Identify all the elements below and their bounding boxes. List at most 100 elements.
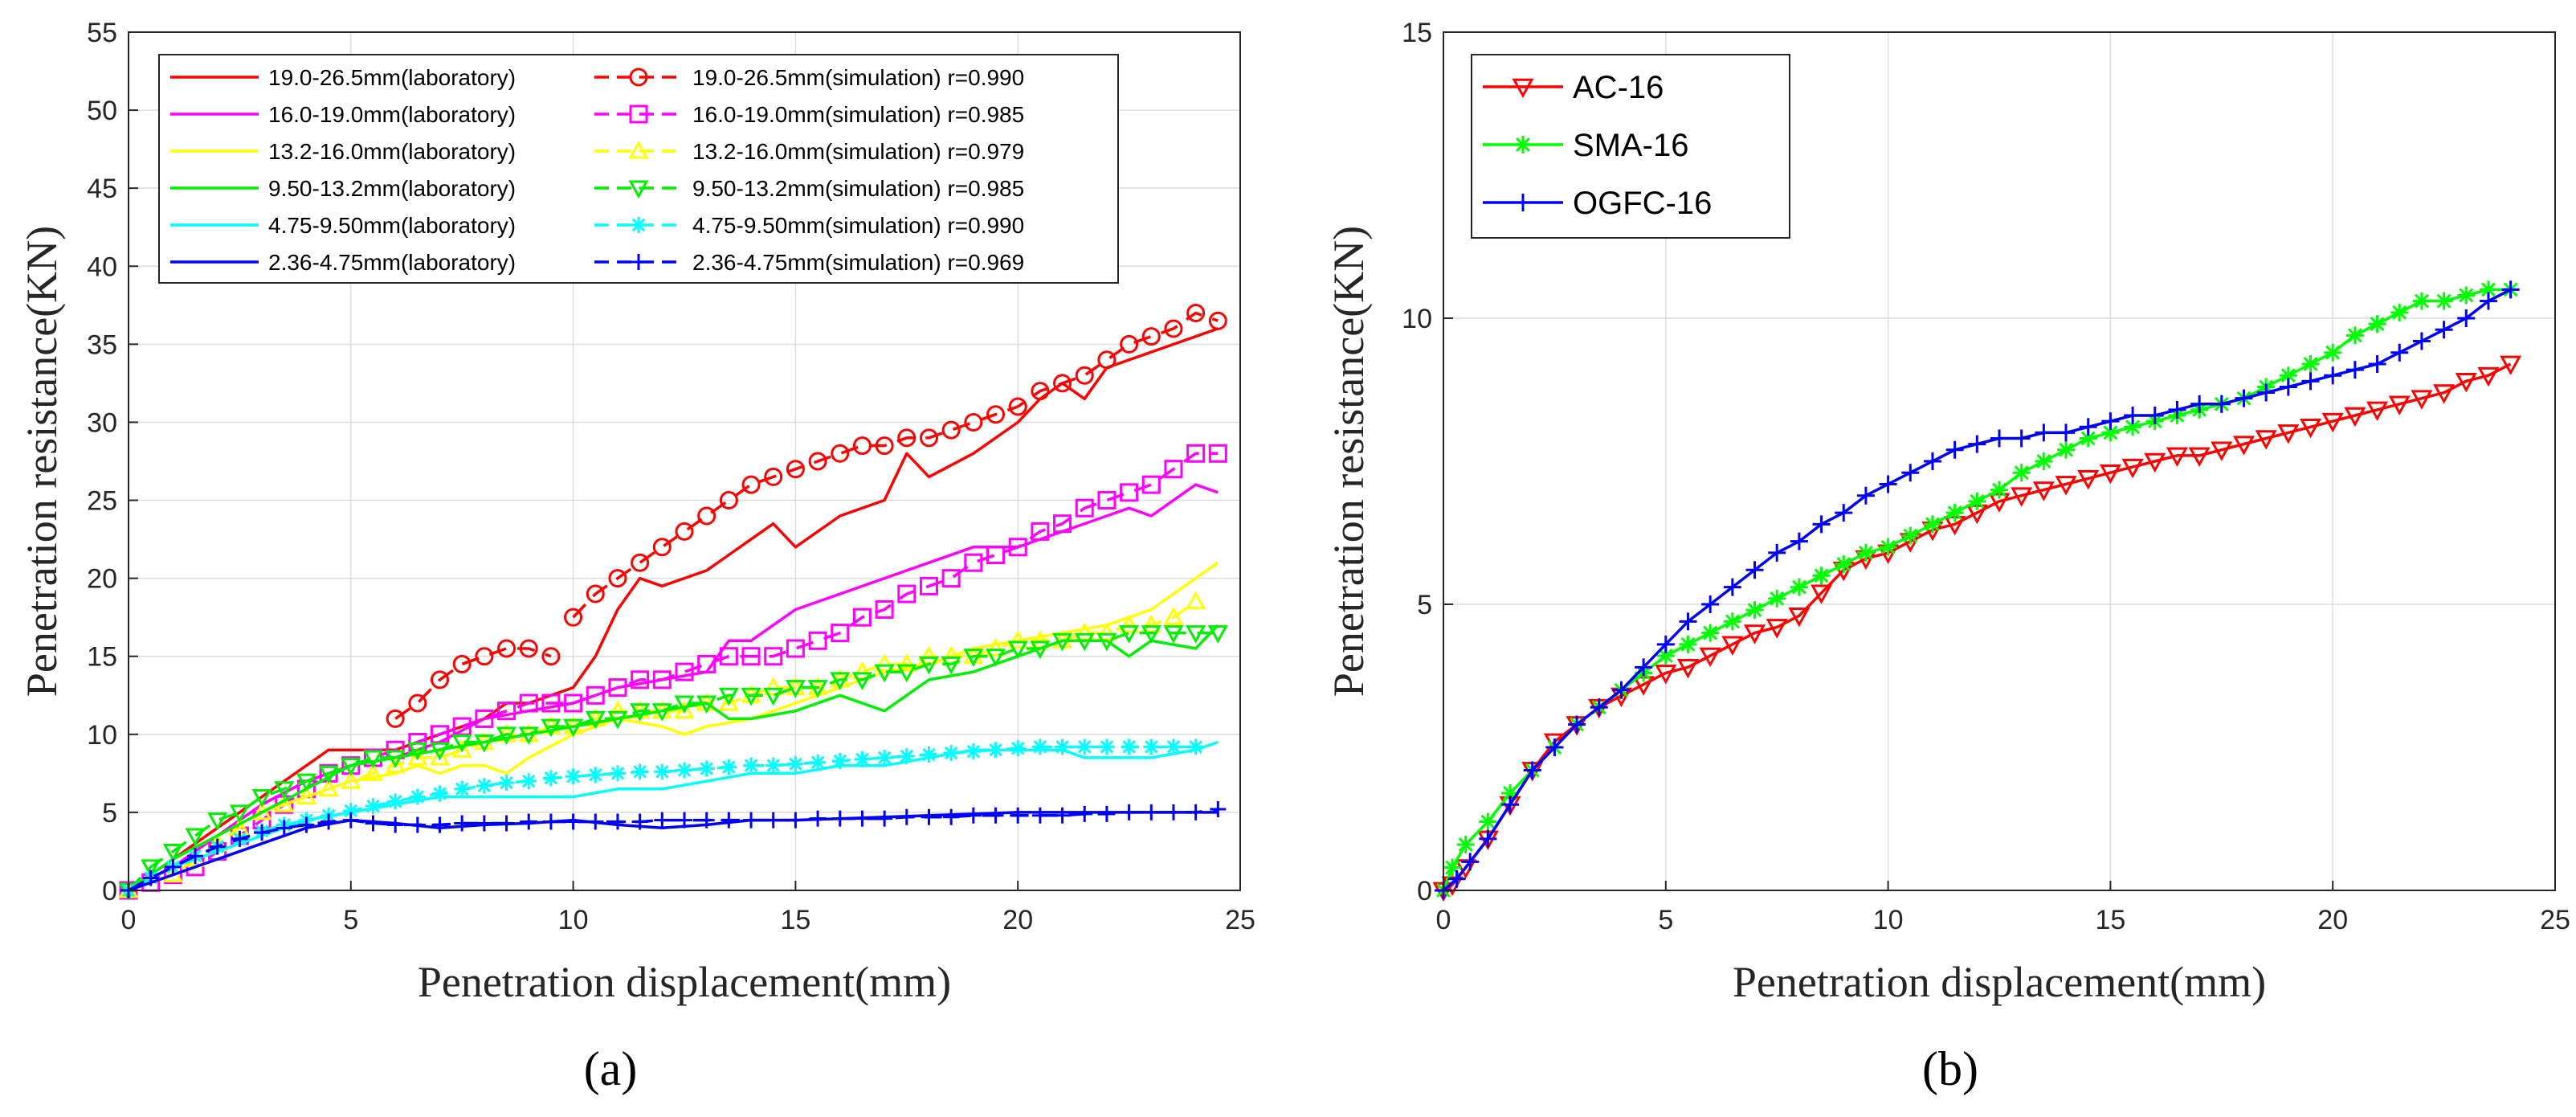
data-point <box>1187 804 1204 820</box>
data-point <box>1052 632 1073 652</box>
data-point <box>1743 624 1766 644</box>
data-point <box>631 813 648 830</box>
data-point <box>1075 366 1094 385</box>
data-point <box>1008 538 1027 557</box>
data-point <box>631 670 650 689</box>
data-point <box>565 768 582 785</box>
data-point <box>341 758 361 776</box>
legend-item: 2.36-4.75mm(simulation) r=0.969 <box>594 250 1024 275</box>
legend-label: OGFC-16 <box>1573 186 1712 221</box>
legend-item: 9.50-13.2mm(laboratory) <box>170 176 516 201</box>
data-point <box>854 751 871 767</box>
data-point <box>2324 343 2342 362</box>
data-point <box>2368 315 2386 333</box>
axes-box-a <box>128 31 1241 891</box>
legend-label: 4.75-9.50mm(simulation) r=0.990 <box>692 213 1024 238</box>
data-point <box>451 734 472 753</box>
series-line <box>394 647 552 720</box>
data-point <box>475 709 494 728</box>
data-point <box>2144 452 2166 473</box>
data-point <box>2257 383 2276 402</box>
data-point <box>741 647 761 666</box>
data-point <box>1656 635 1675 653</box>
data-point <box>1210 801 1227 818</box>
x-tick-label: 0 <box>1436 905 1451 935</box>
data-point <box>2101 412 2120 431</box>
data-point <box>1923 515 1941 534</box>
y-axis-label-b: Penetration resistance(KN) <box>1325 226 1373 697</box>
data-point <box>1723 612 1741 631</box>
data-point <box>676 812 692 829</box>
data-point <box>1008 397 1027 416</box>
data-point <box>2457 309 2476 327</box>
data-point <box>898 808 915 825</box>
data-point <box>429 742 451 761</box>
data-point <box>874 653 895 672</box>
data-point <box>2057 440 2076 459</box>
data-point <box>1010 807 1027 824</box>
data-point <box>1945 504 1964 522</box>
data-point <box>1699 647 1721 668</box>
data-point <box>2368 354 2386 373</box>
data-point <box>429 747 451 766</box>
data-point <box>876 749 893 766</box>
data-point <box>362 763 384 781</box>
data-point <box>1098 805 1115 822</box>
panel-label-b: (b) <box>1922 1042 1978 1095</box>
data-point <box>276 820 292 837</box>
data-point <box>787 755 804 772</box>
data-point <box>231 830 248 847</box>
data-point <box>651 703 672 722</box>
data-point <box>808 631 827 650</box>
data-point <box>786 639 805 658</box>
data-point <box>721 812 737 829</box>
data-point <box>1187 739 1204 755</box>
data-point <box>1745 601 1764 620</box>
data-point <box>496 726 517 745</box>
data-point <box>675 662 694 681</box>
y-tick-label: 20 <box>87 564 117 595</box>
legend-marker <box>1512 78 1534 99</box>
legend-item: SMA-16 <box>1483 128 1689 163</box>
legend-label: 19.0-26.5mm(simulation) r=0.990 <box>692 65 1024 90</box>
data-point <box>565 813 582 830</box>
legend-item: OGFC-16 <box>1483 186 1712 221</box>
data-point <box>296 786 316 804</box>
data-point <box>2345 361 2364 379</box>
legend-item: 16.0-19.0mm(laboratory) <box>170 102 516 127</box>
data-point <box>2012 464 2031 482</box>
data-point <box>586 685 605 705</box>
data-point <box>2455 373 2477 393</box>
data-point <box>2299 418 2322 439</box>
data-point <box>2477 366 2500 387</box>
data-point <box>741 475 761 494</box>
data-point <box>1075 498 1094 518</box>
data-point <box>341 770 361 789</box>
data-point <box>764 467 783 486</box>
data-point <box>2390 343 2409 362</box>
data-point <box>563 718 584 738</box>
data-point <box>1879 538 1897 556</box>
series-line <box>127 327 1219 892</box>
data-point <box>2190 395 2209 413</box>
data-point <box>521 813 537 830</box>
data-point <box>921 747 937 763</box>
y-tick-label: 5 <box>102 798 117 829</box>
data-point <box>1968 492 1986 510</box>
legend-label: 9.50-13.2mm(simulation) r=0.985 <box>692 176 1024 201</box>
data-point <box>964 412 983 432</box>
legend-label: 4.75-9.50mm(laboratory) <box>268 213 516 238</box>
data-point <box>1119 625 1140 644</box>
data-point <box>718 692 739 711</box>
data-point <box>1163 607 1184 625</box>
legend-item: 2.36-4.75mm(laboratory) <box>170 250 516 275</box>
data-point <box>1723 578 1741 596</box>
data-point <box>475 647 494 666</box>
data-point <box>1879 475 1897 493</box>
data-point <box>431 670 450 689</box>
data-point <box>1812 567 1831 585</box>
data-point <box>162 843 183 862</box>
data-point <box>2324 366 2342 385</box>
data-point <box>1031 807 1048 824</box>
data-point <box>362 750 384 769</box>
